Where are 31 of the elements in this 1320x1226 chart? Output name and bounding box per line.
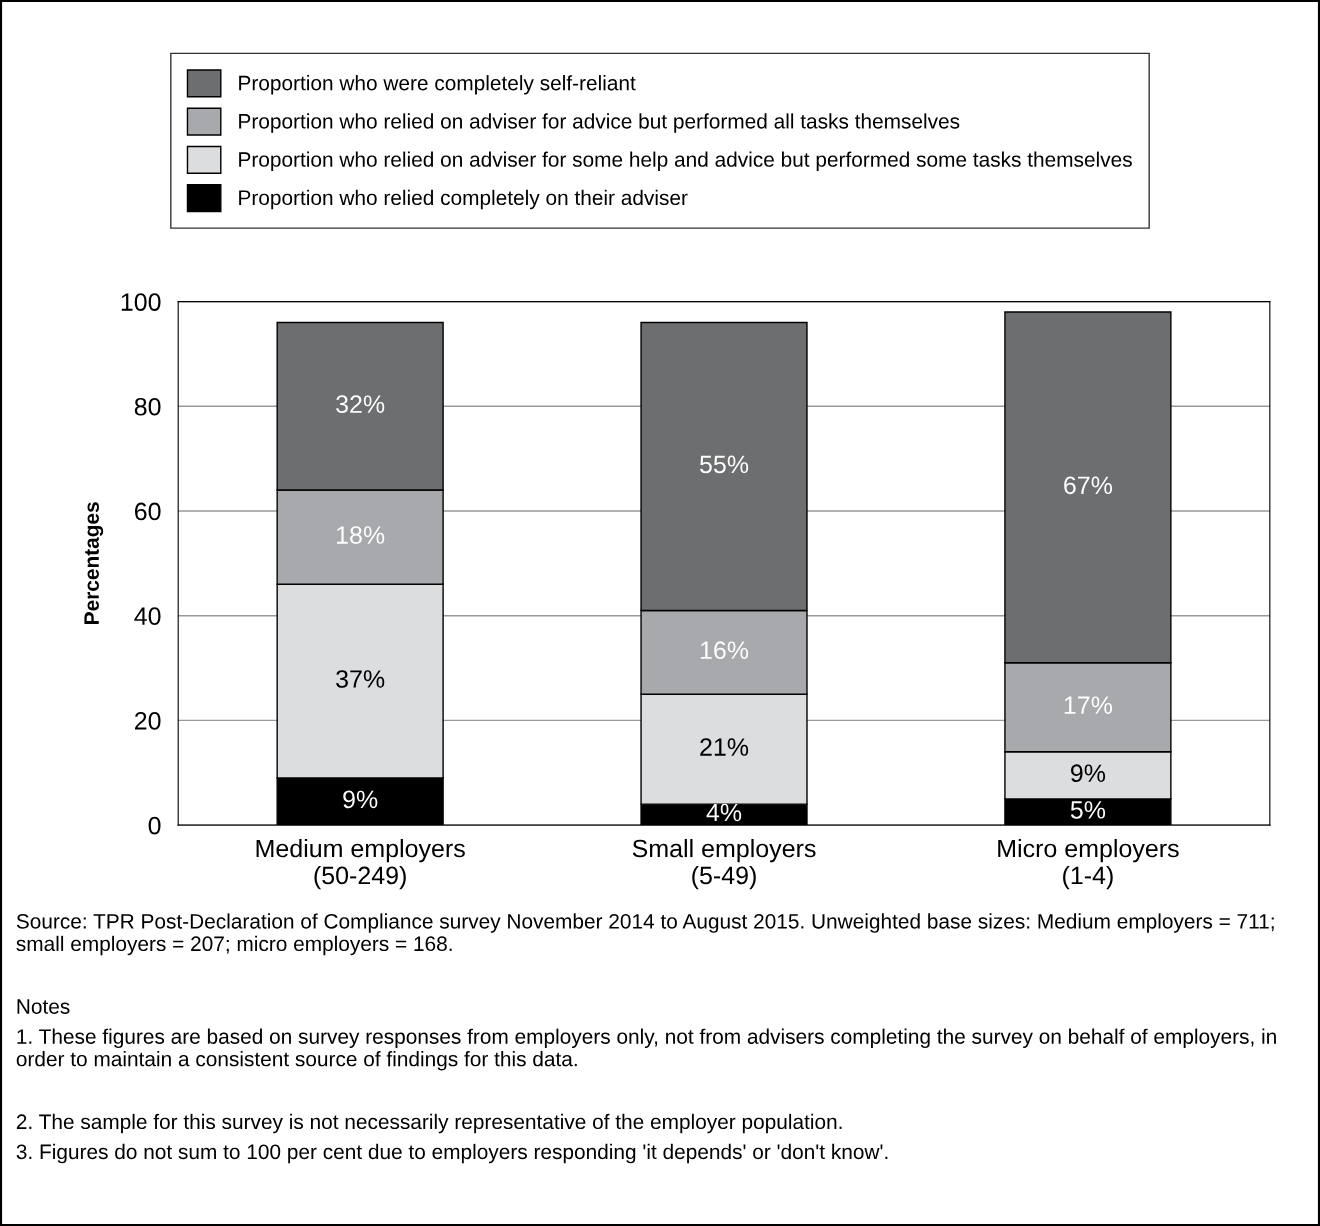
y-tick-label: 100 (121, 293, 161, 311)
data-label: 21% (700, 738, 749, 756)
x-tick-label: Small employers (5-49) (632, 838, 816, 890)
data-label: 67% (1064, 476, 1113, 495)
y-tick-label: 0 (148, 816, 161, 835)
data-label: 18% (337, 526, 385, 544)
y-tick-label: 80 (134, 397, 161, 416)
text: 3. Figures do not sum to 100 per cent due to employers responding 'it depends' or 'don't know'. (16, 1143, 888, 1164)
data-label: 16% (700, 641, 749, 660)
y-tick-label: 20 (134, 712, 161, 730)
legend-label: Proportion who relied on adviser for advice but performed all tasks themselves (239, 113, 960, 133)
data-label: 37% (336, 670, 385, 688)
legend-label: Proportion who relied on adviser for some help and advice but performed some tasks themselves (239, 151, 1132, 171)
data-label: 17% (1064, 696, 1113, 714)
text: 1. These figures are based on survey responses from employers only, not from advisers completing the survey on behalf of employers, in order to maintain a consistent source of findings for this data. (16, 1028, 1276, 1071)
x-tick-label: Micro employers (1-4) (998, 838, 1179, 890)
data-label: 9% (343, 790, 378, 809)
y-axis-title: Percentages (84, 502, 104, 624)
text: 2. The sample for this survey is not necessarily representative of the employer population. (16, 1113, 842, 1134)
data-label: 55% (700, 455, 749, 474)
y-tick-label: 40 (134, 607, 161, 625)
data-label: 9% (1071, 764, 1106, 783)
data-label: 32% (336, 395, 385, 414)
y-tick-label: 60 (135, 502, 161, 521)
legend-label: Proportion who were completely self-reliant (239, 75, 636, 95)
x-tick-label: Medium employers (50-249) (256, 838, 465, 890)
source-note: Source: TPR Post-Declaration of Compliance survey November 2014 to August 2015. Unweighted base sizes: Medium employers = 711; small employers = 207; micro employers = 168. (16, 913, 1274, 956)
text: Notes (17, 999, 70, 1014)
data-label: 4% (706, 803, 742, 822)
data-label: 5% (1070, 801, 1106, 819)
legend-label: Proportion who relied completely on their adviser (239, 189, 688, 210)
